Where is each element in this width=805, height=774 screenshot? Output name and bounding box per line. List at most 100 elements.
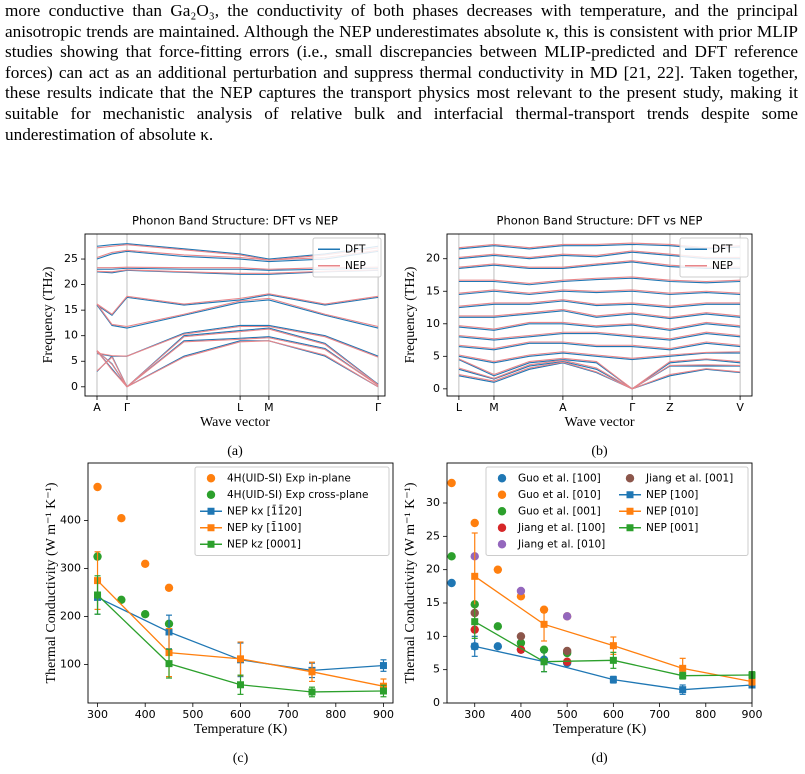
band-line — [458, 357, 741, 390]
x-tick-label: 600 — [603, 708, 624, 721]
marker — [493, 622, 503, 631]
marker — [140, 610, 150, 619]
x-tick-label: 900 — [742, 708, 763, 721]
band-line — [96, 299, 379, 329]
band-line — [458, 361, 741, 390]
y-tick-label: 20 — [64, 278, 78, 291]
x-axis-label: Temperature (K) — [194, 722, 288, 737]
y-axis-label: Frequency (THz) — [403, 266, 418, 363]
band-line — [96, 328, 379, 388]
legend-box — [312, 237, 382, 278]
legend-label: NEP [001] — [646, 522, 698, 534]
x-tick-label: M — [264, 401, 274, 414]
legend-marker — [207, 524, 215, 532]
plot-frame — [87, 462, 394, 704]
legend-marker — [207, 507, 215, 515]
marker — [679, 672, 687, 680]
x-tick-label: V — [736, 401, 744, 414]
marker — [379, 662, 387, 670]
band-line — [458, 332, 741, 341]
band-line — [96, 294, 379, 316]
marker — [140, 559, 150, 568]
caption: (b) — [591, 444, 608, 459]
legend-marker — [206, 490, 216, 499]
x-tick-label: A — [559, 401, 567, 414]
band-line — [458, 321, 741, 330]
band-line — [96, 337, 379, 388]
legend-marker — [497, 490, 507, 499]
marker — [471, 572, 479, 580]
x-tick-label: L — [456, 401, 463, 414]
band-line — [458, 342, 741, 351]
x-axis-label: Wave vector — [200, 415, 270, 430]
band-line — [96, 297, 379, 328]
y-tick-label: 0 — [433, 696, 440, 709]
x-tick-label: 500 — [182, 708, 203, 721]
x-tick-label: 800 — [695, 708, 716, 721]
x-axis-label: Wave vector — [565, 415, 635, 430]
caption: (d) — [591, 751, 608, 766]
legend-label: NEP ky [1̄100] — [227, 521, 301, 534]
marker — [516, 638, 526, 648]
band-line — [458, 362, 741, 390]
y-tick-label: 10 — [426, 317, 440, 330]
x-tick-label: 900 — [373, 708, 394, 721]
x-tick-label: 400 — [510, 708, 531, 721]
marker — [93, 482, 102, 492]
legend-label: 4H(UID-SI) Exp cross-plane — [227, 489, 369, 501]
band-line — [458, 310, 741, 320]
band-line — [458, 276, 741, 284]
x-tick-label: 800 — [325, 708, 346, 721]
y-tick-label: 15 — [426, 596, 440, 609]
marker — [237, 655, 244, 663]
marker — [540, 658, 548, 666]
band-line — [458, 341, 741, 350]
legend-label: Guo et al. [100] — [518, 472, 601, 484]
x-tick-label: 500 — [557, 708, 578, 721]
y-tick-label: 5 — [71, 354, 78, 367]
x-tick-label: M — [489, 401, 499, 414]
x-tick-label: L — [237, 401, 244, 414]
legend-label: Guo et al. [001] — [518, 505, 601, 517]
legend-marker — [497, 507, 507, 516]
legend-box — [679, 237, 749, 278]
marker — [164, 583, 174, 592]
marker — [493, 642, 503, 651]
marker — [237, 681, 244, 689]
y-tick-label: 100 — [60, 658, 81, 671]
marker — [379, 687, 387, 695]
y-tick-label: 200 — [60, 610, 81, 623]
y-tick-label: 30 — [426, 496, 440, 509]
x-tick-label: 600 — [230, 708, 251, 721]
x-tick-label: 700 — [649, 708, 670, 721]
x-axis-label: Temperature (K) — [553, 722, 647, 737]
band-line — [458, 359, 741, 390]
x-tick-label: Γ — [124, 401, 131, 414]
band-line — [96, 293, 379, 315]
marker — [562, 612, 572, 621]
y-axis-label: Thermal Conductivity (W m⁻¹ K⁻¹) — [44, 482, 59, 683]
y-tick-label: 5 — [433, 663, 440, 676]
marker — [117, 514, 126, 523]
legend-label: Jiang et al. [100] — [517, 522, 605, 534]
x-tick-label: 700 — [278, 708, 299, 721]
x-tick-label: 300 — [87, 708, 108, 721]
marker — [516, 632, 526, 641]
legend-box — [485, 466, 749, 556]
caption: (c) — [233, 751, 249, 766]
legend-label: NEP — [345, 260, 366, 272]
marker — [609, 656, 617, 664]
legend-label: Jiang et al. [001] — [645, 472, 733, 484]
marker — [679, 686, 687, 694]
band-line — [458, 290, 741, 296]
band-line — [458, 308, 741, 318]
plot-frame — [84, 233, 386, 397]
band-line — [458, 352, 741, 364]
x-tick-label: Γ — [375, 401, 382, 414]
y-tick-label: 25 — [64, 252, 78, 265]
x-tick-label: Z — [666, 401, 674, 414]
marker — [308, 688, 316, 696]
legend-label: NEP [100] — [646, 489, 698, 501]
band-line — [458, 351, 741, 363]
y-tick-label: 20 — [426, 252, 440, 265]
